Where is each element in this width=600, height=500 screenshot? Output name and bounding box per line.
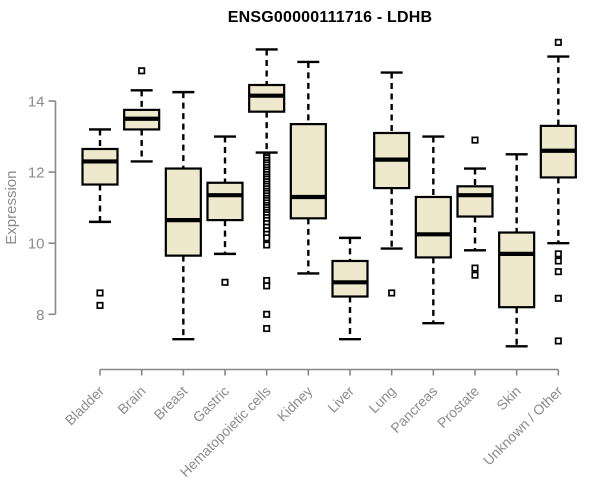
boxplot-skin — [498, 153, 536, 348]
outlier-point — [263, 310, 271, 318]
outlier-point — [263, 234, 271, 242]
boxplot-liver — [331, 236, 369, 341]
boxplot-pancreas — [414, 135, 452, 325]
x-axis-category-label: Bladder — [62, 383, 108, 429]
boxplot-gastric — [206, 135, 244, 286]
iqr-box — [456, 185, 494, 218]
y-axis-tick-label: 14 — [28, 94, 45, 111]
y-axis-tick-label: 12 — [28, 165, 45, 182]
iqr-box — [248, 83, 286, 113]
y-axis-tick-label: 10 — [28, 236, 45, 253]
boxplot-unknown-other — [539, 38, 577, 345]
x-axis-category-label: Unknown / Other — [480, 383, 566, 469]
iqr-box — [81, 147, 119, 186]
outlier-point — [138, 67, 146, 75]
outlier-point — [554, 268, 562, 276]
boxplot-brain — [123, 67, 161, 163]
boxplot-kidney — [289, 60, 327, 275]
outlier-point — [471, 136, 479, 144]
outlier-point — [221, 278, 229, 286]
outlier-point — [263, 241, 271, 249]
boxplot-bladder — [81, 128, 119, 309]
outlier-point — [554, 250, 562, 258]
x-axis-category-label: Kidney — [274, 383, 316, 425]
y-axis-title: Expression — [3, 171, 20, 245]
iqr-box — [331, 259, 369, 298]
x-axis-category-label: Skin — [493, 383, 524, 414]
outlier-point — [554, 337, 562, 345]
outlier-point — [471, 264, 479, 272]
boxplot-breast — [164, 90, 202, 341]
boxplot-hematopoietic-cells — [248, 48, 286, 333]
x-axis-category-label: Brain — [114, 383, 148, 417]
iqr-box — [498, 231, 536, 309]
outlier-point — [388, 289, 396, 297]
outlier-point — [263, 324, 271, 333]
y-axis-tick-label: 8 — [36, 307, 44, 324]
outlier-point — [96, 289, 104, 297]
x-axis-category-label: Liver — [324, 383, 357, 416]
x-axis-category-label: Breast — [151, 383, 191, 423]
outlier-point — [471, 271, 479, 279]
iqr-box — [206, 181, 244, 222]
iqr-box — [289, 123, 327, 220]
x-axis-category-label: Prostate — [434, 383, 482, 431]
y-axis: 8 10 12 14 Expression — [3, 94, 57, 324]
boxplot-lung — [373, 71, 411, 297]
iqr-box — [164, 167, 202, 257]
x-axis-category-label: Lung — [365, 383, 398, 416]
outlier-point — [96, 301, 104, 309]
outlier-point — [554, 38, 562, 46]
boxplot-prostate — [456, 136, 494, 279]
outlier-point — [554, 257, 562, 265]
outlier-point — [263, 282, 271, 290]
outlier-point — [554, 294, 562, 302]
iqr-box — [414, 195, 452, 259]
chart-title: ENSG00000111716 - LDHB — [227, 9, 433, 26]
